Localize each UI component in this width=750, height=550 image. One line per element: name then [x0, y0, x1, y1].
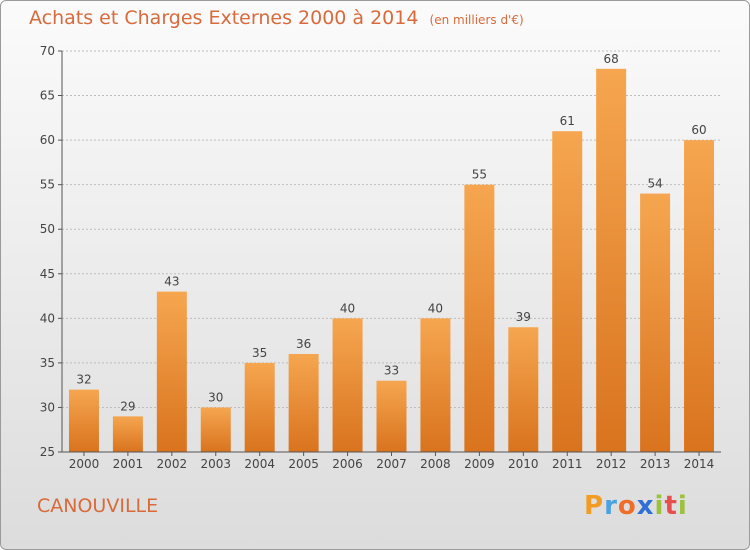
bar-2009	[464, 184, 495, 452]
x-tick-label: 2012	[596, 457, 627, 471]
data-label-2001: 29	[120, 399, 135, 413]
y-tick-label: 45	[40, 267, 55, 281]
data-label-2012: 68	[604, 52, 619, 66]
bar-2001	[112, 416, 143, 452]
x-tick-label: 2011	[552, 457, 583, 471]
data-label-2002: 43	[164, 275, 179, 289]
data-label-2008: 40	[428, 301, 443, 315]
y-tick-label: 40	[40, 311, 55, 325]
data-label-2007: 33	[384, 364, 399, 378]
commune-name: CANOUVILLE	[37, 495, 159, 517]
x-tick-label: 2008	[420, 457, 451, 471]
x-tick-label: 2007	[376, 457, 407, 471]
y-tick-label: 70	[40, 44, 55, 58]
axes: 25 30 35 40 45 50 55 60 65 70 2000 2001 2002 2003 2004…	[40, 44, 721, 471]
data-label-2011: 61	[560, 114, 575, 128]
data-label-2003: 30	[208, 390, 223, 404]
bar-2002	[156, 291, 187, 452]
x-tick-label: 2004	[244, 457, 275, 471]
bar-2008	[420, 318, 451, 452]
data-label-2005: 36	[296, 337, 311, 351]
y-tick-label: 25	[40, 445, 55, 459]
bar-2006	[332, 318, 363, 452]
data-label-2013: 54	[647, 177, 662, 191]
bar-2014	[684, 140, 715, 452]
x-tick-label: 2000	[69, 457, 100, 471]
bar-2010	[508, 327, 539, 452]
x-tick-label: 2005	[288, 457, 319, 471]
x-tick-label: 2006	[332, 457, 363, 471]
data-label-2010: 39	[516, 310, 531, 324]
unit-note: (en milliers d'€)	[429, 13, 524, 27]
bar-2003	[200, 407, 231, 452]
bar-2012	[596, 68, 627, 453]
x-tick-label: 2013	[640, 457, 671, 471]
data-label-2000: 32	[76, 373, 91, 387]
x-tick-label: 2003	[200, 457, 231, 471]
data-label-2009: 55	[472, 168, 487, 182]
y-tick-label: 30	[40, 400, 55, 414]
x-tick-label: 2014	[684, 457, 715, 471]
x-tick-label: 2010	[508, 457, 539, 471]
x-tick-label: 2002	[157, 457, 188, 471]
y-tick-label: 55	[40, 178, 55, 192]
x-tick-label: 2001	[113, 457, 144, 471]
proxiti-logo: Proxiti	[584, 491, 688, 521]
bar-2011	[552, 131, 583, 452]
x-tick-label: 2009	[464, 457, 495, 471]
bar-2004	[244, 362, 275, 452]
data-label-2014: 60	[691, 123, 706, 137]
data-label-2004: 35	[252, 346, 267, 360]
y-tick-label: 50	[40, 222, 55, 236]
chart-title-block: Achats et Charges Externes 2000 à 2014 (…	[29, 7, 524, 29]
data-label-2006: 40	[340, 301, 355, 315]
y-tick-label: 60	[40, 133, 55, 147]
bars: 32 29 43 30 35 36 40 33 40 55 39 61 68 54 60	[68, 52, 715, 453]
y-tick-label: 65	[40, 89, 55, 103]
y-tick-label: 35	[40, 356, 55, 370]
bar-2005	[288, 353, 319, 452]
bar-2013	[640, 193, 671, 453]
bar-2000	[68, 389, 99, 452]
chart-title: Achats et Charges Externes 2000 à 2014	[29, 7, 419, 29]
bar-2007	[376, 380, 407, 452]
